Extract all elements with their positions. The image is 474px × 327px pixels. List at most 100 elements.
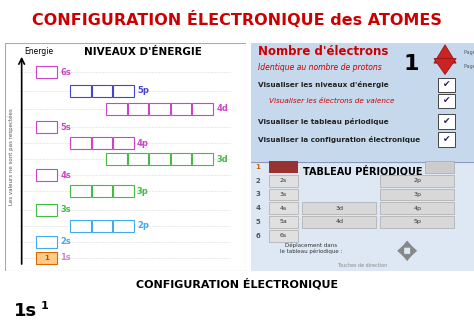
Text: 6s: 6s [60,68,71,77]
Text: Energie: Energie [24,47,53,56]
Text: CONFIGURATION ÉLECTRONIQUE: CONFIGURATION ÉLECTRONIQUE [136,278,338,289]
Text: Touches de direction: Touches de direction [337,263,388,268]
Text: ✔: ✔ [443,96,450,105]
Bar [302,216,376,228]
Bar [36,66,57,78]
Text: ✔: ✔ [443,135,450,144]
Text: TABLEAU PÉRIODIQUE: TABLEAU PÉRIODIQUE [303,165,422,177]
Text: Visualiser le tableau périodique: Visualiser le tableau périodique [258,118,389,125]
Text: Visualiser les électrons de valence: Visualiser les électrons de valence [269,98,394,104]
Bar [381,175,454,187]
Text: 6s: 6s [280,233,287,238]
Text: 4d: 4d [216,104,228,113]
Bar [70,85,91,96]
Text: 4: 4 [255,205,261,211]
Text: 2p: 2p [413,178,421,183]
Text: 4p: 4p [413,206,421,211]
Bar [36,121,57,133]
Polygon shape [434,59,456,75]
Text: Nombre d'électrons: Nombre d'électrons [258,45,388,58]
Text: Les valeurs ne sont pas respectées: Les valeurs ne sont pas respectées [8,109,14,205]
Text: 4p: 4p [137,139,149,148]
Bar [36,236,57,248]
Text: 5p: 5p [413,219,421,224]
Text: 1: 1 [404,54,419,74]
Bar [438,114,455,129]
Bar [171,153,191,165]
Bar [113,220,134,232]
Bar [106,153,127,165]
Text: 5s: 5s [60,123,71,132]
Bar [36,204,57,215]
Text: NIVEAUX D'ÉNERGIE: NIVEAUX D'ÉNERGIE [83,47,201,57]
Bar [36,252,57,264]
Bar [269,189,298,200]
Text: 3s: 3s [60,205,71,214]
Text: 4s: 4s [60,171,71,180]
Text: Identique au nombre de protons: Identique au nombre de protons [258,63,382,72]
Text: Visualiser la configuration électronique: Visualiser la configuration électronique [258,136,420,143]
Text: 1: 1 [255,164,261,170]
Bar [70,220,91,232]
Polygon shape [410,245,417,257]
Text: 5p: 5p [137,86,149,95]
Text: Page down: Page down [464,64,474,69]
Polygon shape [401,254,413,261]
Text: 1: 1 [44,255,49,261]
Text: 1s: 1s [60,253,71,262]
Bar [269,216,298,228]
Bar [269,230,298,242]
Text: 3d: 3d [216,155,228,164]
Text: 2s: 2s [280,178,287,183]
Bar [381,189,454,200]
Bar [70,137,91,149]
Polygon shape [401,241,413,248]
Bar [438,77,455,92]
Bar [91,137,112,149]
Text: ✔: ✔ [443,80,450,89]
Text: Déplacement dans
le tableau périodique :: Déplacement dans le tableau périodique : [280,243,343,254]
Text: 1: 1 [40,301,48,311]
Text: Visualiser les niveaux d'énergie: Visualiser les niveaux d'énergie [258,81,389,88]
Bar [269,175,298,187]
Polygon shape [397,245,404,257]
Bar [438,94,455,108]
Bar [106,103,127,115]
Bar [251,162,474,271]
Bar [128,103,148,115]
Text: 5: 5 [255,219,260,225]
Text: ✔: ✔ [443,117,450,126]
Text: 3s: 3s [280,192,287,197]
Bar [381,202,454,214]
Text: Page up: Page up [464,50,474,55]
Bar [425,161,454,173]
Text: 4d: 4d [335,219,343,224]
Text: 5a: 5a [280,219,287,224]
Bar [113,85,134,96]
Bar [192,103,213,115]
Bar [302,202,376,214]
Bar [113,185,134,197]
Text: 2p: 2p [137,221,149,230]
Bar [113,137,134,149]
Bar [91,185,112,197]
Bar [91,85,112,96]
Text: 3p: 3p [413,192,421,197]
Text: 6: 6 [255,233,260,239]
Text: 2: 2 [255,178,260,184]
Text: 1s: 1s [14,302,37,320]
Bar [269,161,298,173]
Bar [171,103,191,115]
Bar [70,185,91,197]
Bar [381,216,454,228]
Bar [128,153,148,165]
Bar [438,132,455,147]
Bar [149,103,170,115]
Text: 3p: 3p [137,187,149,196]
Bar [192,153,213,165]
Bar [91,220,112,232]
Text: 3d: 3d [335,206,343,211]
Bar [269,202,298,214]
Text: 2s: 2s [60,237,71,246]
Text: CONFIGURATION ÉLECTRONIQUE des ATOMES: CONFIGURATION ÉLECTRONIQUE des ATOMES [32,11,442,28]
